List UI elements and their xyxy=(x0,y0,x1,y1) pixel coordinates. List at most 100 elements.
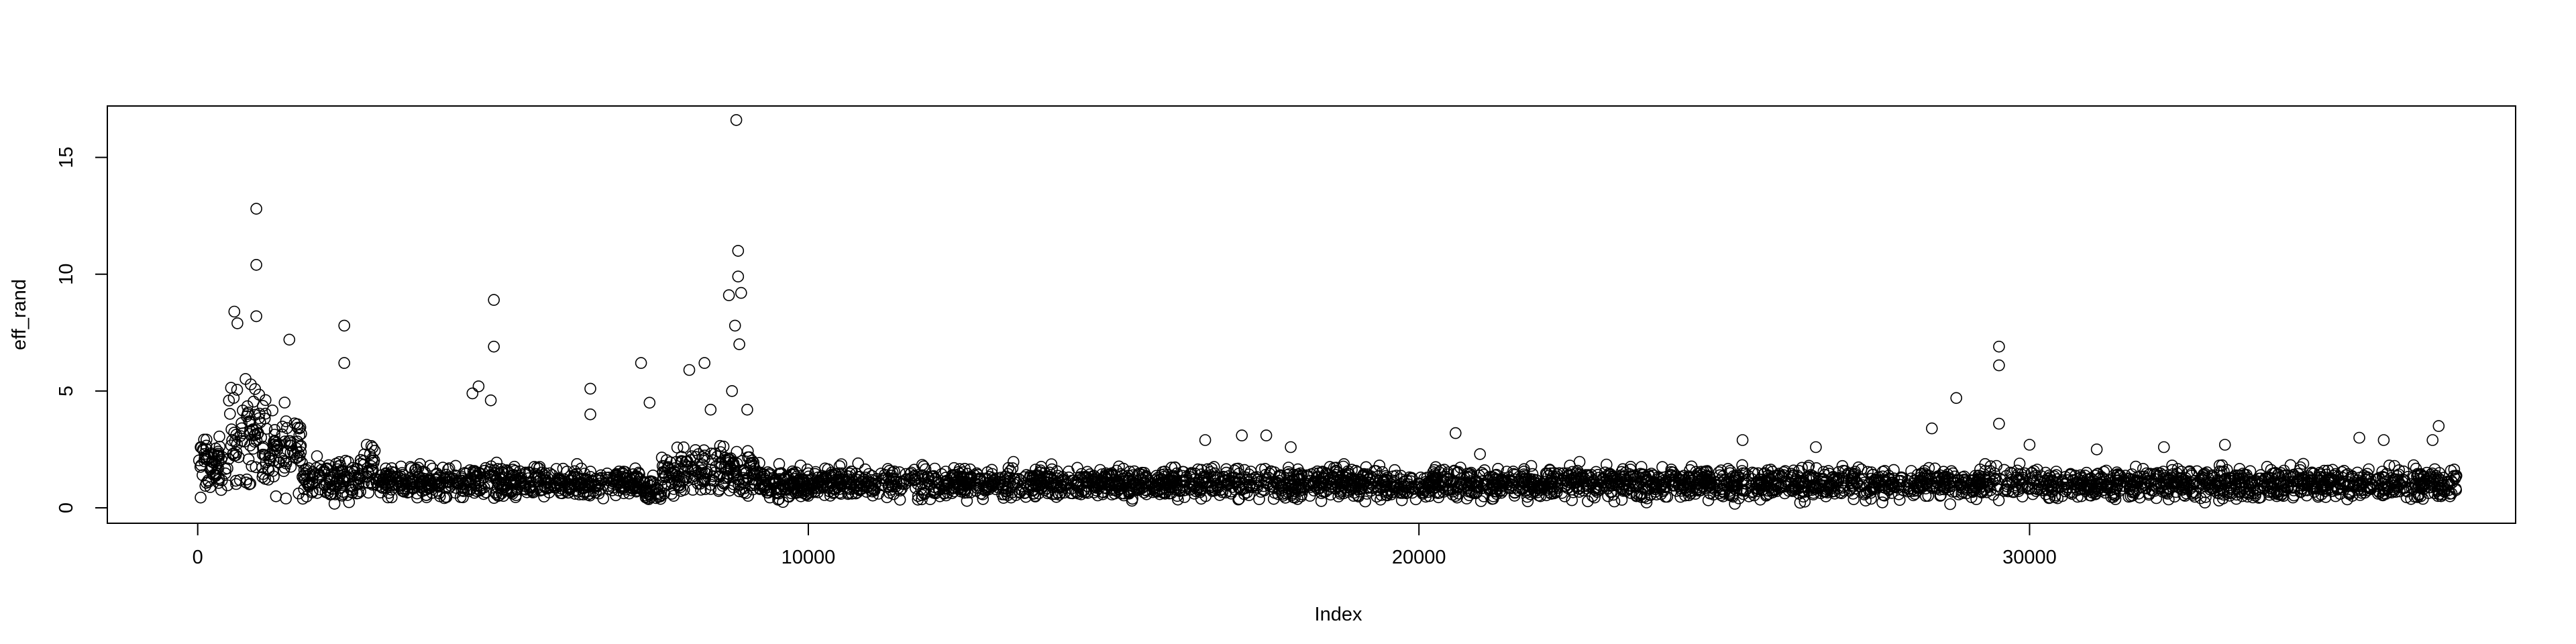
data-point xyxy=(1939,477,1951,490)
data-point xyxy=(964,486,977,499)
data-point xyxy=(1606,486,1618,498)
data-point xyxy=(729,319,741,332)
data-points xyxy=(193,114,2463,511)
data-point xyxy=(2150,492,2163,504)
data-point xyxy=(253,388,266,401)
data-point xyxy=(550,463,563,475)
data-point xyxy=(726,385,738,397)
data-point xyxy=(961,494,973,507)
data-point xyxy=(1721,478,1733,491)
data-point xyxy=(272,441,284,453)
data-point xyxy=(850,481,862,494)
data-point xyxy=(743,460,756,472)
data-point xyxy=(822,463,834,476)
data-point xyxy=(1071,462,1083,474)
data-point xyxy=(1123,488,1135,500)
data-point xyxy=(879,472,892,484)
data-point xyxy=(356,470,368,482)
data-point xyxy=(299,473,311,486)
data-point xyxy=(492,490,504,502)
data-point xyxy=(1989,474,2001,486)
data-point xyxy=(886,466,899,479)
data-point xyxy=(1862,466,1874,478)
data-point xyxy=(994,472,1007,484)
data-point xyxy=(358,455,370,468)
data-point xyxy=(382,486,395,499)
data-point xyxy=(497,466,510,479)
data-point xyxy=(1450,427,1462,439)
data-point xyxy=(912,490,924,502)
data-point xyxy=(306,486,319,498)
data-point xyxy=(851,486,863,499)
data-point xyxy=(1238,464,1250,476)
data-point xyxy=(231,317,244,329)
data-point xyxy=(2059,471,2072,483)
data-point xyxy=(2255,491,2267,504)
data-point xyxy=(576,476,589,489)
data-point xyxy=(666,468,679,480)
data-point xyxy=(731,458,743,470)
data-point xyxy=(195,441,207,453)
data-point xyxy=(668,462,681,474)
data-point xyxy=(314,460,327,472)
data-point xyxy=(1464,470,1477,482)
data-point xyxy=(394,460,407,473)
data-point xyxy=(2104,477,2116,489)
data-point xyxy=(319,486,332,498)
y-tick-label: 0 xyxy=(56,502,77,513)
data-point xyxy=(528,461,541,473)
data-point xyxy=(687,484,699,496)
data-point xyxy=(2179,490,2191,502)
data-point xyxy=(590,486,602,499)
data-point xyxy=(1228,475,1240,488)
data-point xyxy=(215,484,227,496)
data-point xyxy=(449,460,462,472)
data-point xyxy=(1562,476,1574,488)
data-point xyxy=(2385,476,2398,489)
data-point xyxy=(441,464,454,476)
data-point xyxy=(1661,490,1673,503)
data-point xyxy=(1810,441,1822,453)
data-point xyxy=(358,477,370,489)
data-point xyxy=(1737,484,1749,497)
data-point xyxy=(382,477,395,490)
data-point xyxy=(1044,473,1057,485)
data-point xyxy=(584,488,596,500)
data-point xyxy=(1476,467,1488,479)
y-tick-label: 5 xyxy=(56,386,77,396)
data-point xyxy=(722,289,735,301)
data-point xyxy=(478,488,490,500)
data-point xyxy=(2297,458,2310,470)
data-point xyxy=(733,478,745,491)
data-point xyxy=(2284,459,2297,472)
data-point xyxy=(276,428,288,441)
data-point xyxy=(1285,441,1297,453)
data-point xyxy=(362,466,374,478)
data-point xyxy=(747,459,760,472)
data-point xyxy=(732,245,745,257)
data-point xyxy=(2213,460,2226,472)
data-point xyxy=(323,459,335,472)
data-point xyxy=(918,460,930,473)
data-point xyxy=(2277,490,2290,502)
data-point xyxy=(2393,464,2405,476)
data-point xyxy=(230,429,243,441)
data-point xyxy=(250,203,262,215)
data-point xyxy=(484,464,496,476)
data-point xyxy=(644,475,657,488)
data-point xyxy=(773,492,786,505)
data-point xyxy=(835,458,847,470)
data-point xyxy=(1561,482,1574,494)
data-point xyxy=(2127,489,2139,502)
data-point xyxy=(852,457,864,470)
data-point xyxy=(1944,498,1956,511)
data-point xyxy=(569,480,582,492)
data-point xyxy=(1327,471,1339,483)
data-point xyxy=(1397,476,1410,488)
data-point xyxy=(2372,485,2385,498)
data-point xyxy=(890,480,902,493)
data-point xyxy=(959,475,971,488)
data-point xyxy=(207,468,220,481)
data-point xyxy=(245,378,257,390)
data-point xyxy=(469,471,482,483)
